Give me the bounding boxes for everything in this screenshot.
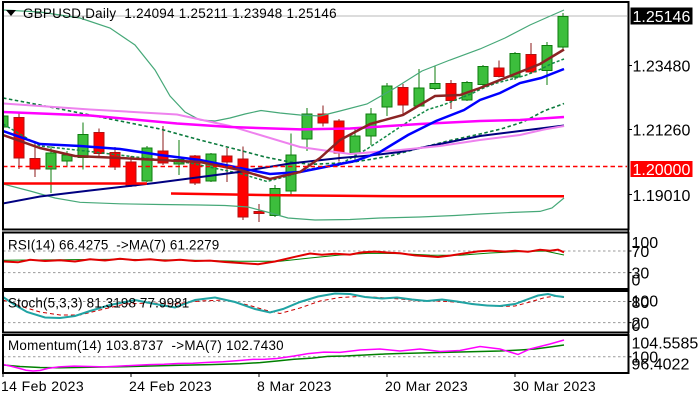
svg-text:30: 30: [632, 265, 650, 282]
svg-text:1.21260: 1.21260: [633, 122, 691, 139]
svg-text:8 Mar 2023: 8 Mar 2023: [257, 378, 332, 394]
svg-text:30 Mar 2023: 30 Mar 2023: [513, 378, 596, 394]
svg-text:100: 100: [632, 349, 659, 366]
svg-text:1.20000: 1.20000: [633, 162, 691, 179]
svg-text:0: 0: [632, 318, 641, 335]
svg-text:24 Feb 2023: 24 Feb 2023: [129, 378, 212, 394]
svg-text:1.19010: 1.19010: [633, 188, 691, 205]
svg-text:20 Mar 2023: 20 Mar 2023: [385, 378, 468, 394]
svg-text:80: 80: [632, 295, 650, 312]
svg-text:70: 70: [632, 244, 650, 261]
svg-text:0: 0: [632, 272, 641, 289]
svg-text:RSI(14) 66.4275 ->MA(7) 61.22: RSI(14) 66.4275 ->MA(7) 61.2279: [8, 238, 219, 253]
svg-text:GBPUSD,Daily 1.24094 1.25211: GBPUSD,Daily 1.24094 1.25211 1.23948 1.2…: [23, 6, 337, 21]
svg-text:14 Feb 2023: 14 Feb 2023: [1, 378, 84, 394]
svg-text:96.4022: 96.4022: [632, 357, 690, 374]
svg-text:104.5585: 104.5585: [632, 336, 699, 353]
svg-text:Momentum(14) 103.8737 ->MA(7): Momentum(14) 103.8737 ->MA(7) 102.7430: [8, 338, 284, 353]
svg-text:1.23480: 1.23480: [633, 58, 691, 75]
svg-text:1.25146: 1.25146: [633, 9, 691, 26]
svg-text:Stoch(5,3,3) 81.3198 77.9981: Stoch(5,3,3) 81.3198 77.9981: [8, 296, 189, 311]
svg-text:100: 100: [632, 293, 659, 310]
svg-text:100: 100: [632, 235, 659, 252]
svg-text:20: 20: [632, 315, 650, 332]
